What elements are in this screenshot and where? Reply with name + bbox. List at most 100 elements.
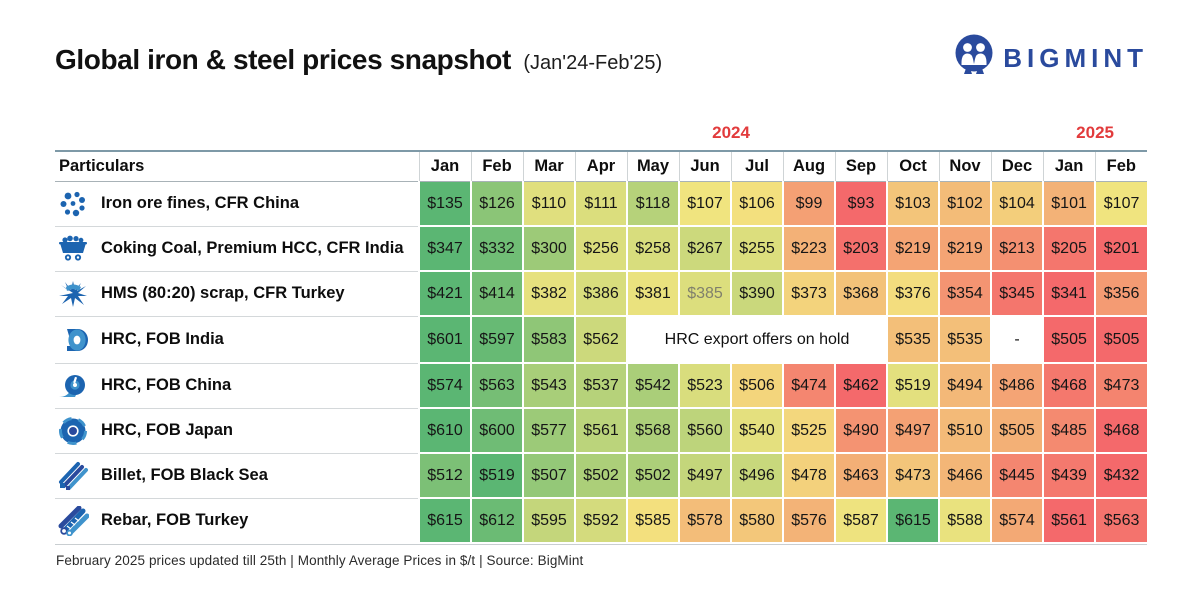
price-cell: $497 — [678, 453, 731, 499]
commodity-label: Coking Coal, Premium HCC, CFR India — [101, 239, 404, 257]
price-cell: $502 — [574, 453, 627, 499]
price-cell: $560 — [678, 408, 731, 454]
price-cell: $223 — [782, 226, 835, 272]
price-cell: $588 — [938, 498, 991, 544]
price-cell: $587 — [834, 498, 887, 544]
month-header: Feb — [470, 150, 523, 182]
footer-note: February 2025 prices updated till 25th |… — [56, 553, 584, 568]
price-cell: $568 — [626, 408, 679, 454]
price-cell: $595 — [522, 498, 575, 544]
price-cell: $505 — [1042, 316, 1096, 364]
year-label: 2025 — [1076, 123, 1114, 142]
price-cell: $93 — [834, 181, 887, 227]
price-cell: $110 — [522, 181, 575, 227]
price-cell: $201 — [1094, 226, 1148, 272]
price-cell: $497 — [886, 408, 939, 454]
price-cell: $574 — [418, 363, 471, 409]
price-cell: $578 — [678, 498, 731, 544]
commodity-label: Iron ore fines, CFR China — [101, 194, 300, 213]
price-cell: $525 — [782, 408, 835, 454]
price-cell: $512 — [418, 453, 471, 499]
price-cell: $537 — [574, 363, 627, 409]
price-cell: $255 — [730, 226, 783, 272]
price-cell: $519 — [886, 363, 939, 409]
price-cell: $382 — [522, 271, 575, 317]
price-cell: $267 — [678, 226, 731, 272]
commodity-label: Billet, FOB Black Sea — [101, 466, 268, 484]
masthead: Global iron & steel prices snapshot (Jan… — [55, 34, 1148, 83]
price-cell: $561 — [574, 408, 627, 454]
month-header: May — [626, 150, 679, 182]
price-cell: $135 — [418, 181, 471, 227]
price-table: 2024 2025 Particulars Jan Feb Mar Apr May Jun Jul… — [55, 112, 1148, 544]
price-cell: $107 — [1094, 181, 1148, 227]
price-cell: $585 — [626, 498, 679, 544]
price-cell: $463 — [834, 453, 887, 499]
price-cell: $478 — [782, 453, 835, 499]
price-cell: $345 — [989, 271, 1044, 317]
month-header: Jul — [730, 150, 783, 182]
price-table-wrap: 2024 2025 Particulars Jan Feb Mar Apr May Jun Jul… — [55, 112, 1148, 545]
commodity-label: HRC, FOB India — [101, 330, 224, 348]
price-cell: $300 — [522, 226, 575, 272]
price-cell: $563 — [470, 363, 523, 409]
note-cell: HRC export offers on hold — [626, 316, 887, 364]
price-cell: $473 — [886, 453, 939, 499]
commodity-row: Billet, FOB Black Sea $512 $519 $507 $502 $50… — [55, 453, 1148, 499]
price-cell: $203 — [834, 226, 887, 272]
price-cell: $473 — [1094, 363, 1148, 409]
price-cell: $474 — [782, 363, 835, 409]
price-cell: $219 — [886, 226, 939, 272]
column-header-row: Particulars Jan Feb Mar Apr May Jun Jul Aug Sep Oc… — [55, 150, 1148, 182]
price-cell: $494 — [938, 363, 991, 409]
price-cell: $373 — [782, 271, 835, 317]
month-header: Sep — [834, 150, 887, 182]
price-cell: $600 — [470, 408, 523, 454]
price-cell: $390 — [730, 271, 783, 317]
commodity-row: HMS (80:20) scrap, CFR Turkey $421 $414 $38… — [55, 271, 1148, 317]
price-cell: $592 — [574, 498, 627, 544]
price-cell: $99 — [782, 181, 835, 227]
price-cell: $126 — [470, 181, 523, 227]
price-cell: $468 — [1094, 408, 1148, 454]
price-cell: $102 — [938, 181, 991, 227]
coil-icon — [57, 324, 89, 356]
price-cell: $341 — [1042, 271, 1096, 317]
price-cell: $485 — [1042, 408, 1096, 454]
price-cell: $574 — [989, 498, 1044, 544]
iron-ore-icon — [57, 188, 89, 220]
price-cell: $205 — [1042, 226, 1096, 272]
price-cell: $462 — [834, 363, 887, 409]
price-cell: $612 — [470, 498, 523, 544]
price-cell: $535 — [938, 316, 991, 364]
price-cell: $376 — [886, 271, 939, 317]
month-header: Apr — [574, 150, 627, 182]
month-header: Jun — [678, 150, 731, 182]
price-cell: $213 — [989, 226, 1044, 272]
price-cell: $615 — [418, 498, 471, 544]
price-cell: $354 — [938, 271, 991, 317]
price-cell: $510 — [938, 408, 991, 454]
month-header: Feb — [1094, 150, 1148, 182]
price-cell: $519 — [470, 453, 523, 499]
price-cell: $356 — [1094, 271, 1148, 317]
commodity-row: Iron ore fines, CFR China $135 $126 $110 $11… — [55, 181, 1148, 227]
price-cell: $468 — [1042, 363, 1096, 409]
price-cell: $615 — [886, 498, 939, 544]
price-cell: $219 — [938, 226, 991, 272]
price-cell: $439 — [1042, 453, 1096, 499]
price-cell: $601 — [418, 316, 471, 364]
price-cell: $496 — [730, 453, 783, 499]
price-cell: $505 — [989, 408, 1044, 454]
month-header: Oct — [886, 150, 939, 182]
month-header: Mar — [522, 150, 575, 182]
price-cell: $577 — [522, 408, 575, 454]
month-header: Aug — [782, 150, 835, 182]
commodity-row: HRC, FOB Japan $610 $600 $577 $561 $568 $560 $5… — [55, 408, 1148, 454]
price-cell: $103 — [886, 181, 939, 227]
scrap-icon — [57, 278, 89, 310]
price-cell: $583 — [522, 316, 575, 364]
year-label: 2024 — [712, 123, 750, 142]
commodity-label: HRC, FOB China — [101, 376, 232, 394]
price-cell: $111 — [574, 181, 627, 227]
